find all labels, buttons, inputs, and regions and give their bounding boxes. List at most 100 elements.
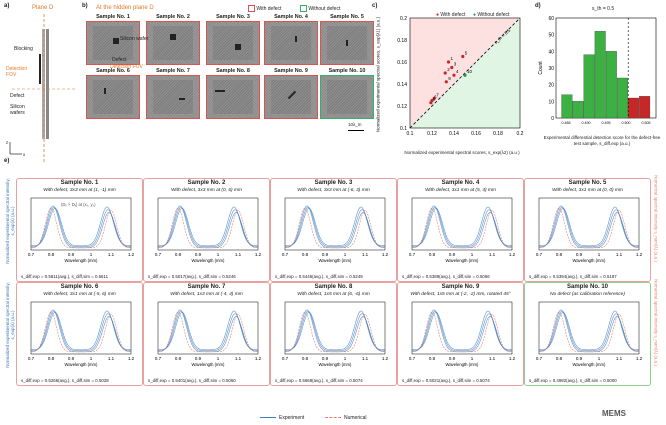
scatter-point-1 bbox=[446, 60, 451, 64]
detection-fov-label: Detection FOV bbox=[6, 66, 28, 78]
experiment-curve bbox=[31, 310, 131, 352]
experiment-curve bbox=[30, 310, 132, 351]
x-tick-label: 0.7 bbox=[155, 356, 162, 361]
experiment-curve bbox=[538, 205, 640, 249]
spectrum-desc: With defect, 3x3 mm at (1, -1) mm bbox=[43, 188, 116, 193]
sample-tile-3: Sample No. 3 bbox=[206, 14, 260, 65]
e-ylabel-left-row2: Normalized experimental spectral intensi… bbox=[5, 282, 15, 368]
experiment-curve bbox=[284, 309, 386, 353]
x-tick-label: 1.1 bbox=[108, 252, 115, 257]
hist-bar-7 bbox=[639, 96, 651, 119]
experiment-curve bbox=[284, 206, 386, 247]
numerical-curve bbox=[157, 207, 258, 249]
y-tick-label: 0.16 bbox=[397, 60, 407, 66]
spectrum-scores: s_diff,exp = 0.5394(avg.), s_diff,sim = … bbox=[529, 274, 617, 279]
spectrum-panel-4: Sample No. 4 With defect, 3x1 mm at (5, 4… bbox=[397, 178, 524, 282]
x-tick-label: 0.8 bbox=[175, 356, 182, 361]
scatter-point-8 bbox=[429, 101, 433, 105]
x-axis-label: Wavelength (mm) bbox=[319, 362, 352, 367]
x-tick-label: 1.2 bbox=[382, 252, 389, 257]
scatter-point-label: 6 bbox=[434, 95, 437, 100]
y-tick-label: 0.12 bbox=[397, 104, 407, 110]
experiment-curve bbox=[285, 206, 385, 248]
x-tick-label: 1.2 bbox=[636, 356, 643, 361]
spectrum-panel-5: Sample No. 5 With defect, 3x1 mm at (0, 0… bbox=[524, 178, 651, 282]
hist-bar-4 bbox=[605, 51, 617, 119]
experiment-curve bbox=[411, 310, 513, 351]
x-axis-label: Wavelength (mm) bbox=[65, 258, 98, 263]
x-tick-label: 0.9 bbox=[195, 252, 202, 257]
hist-y-tick: 60 bbox=[548, 16, 554, 22]
scatter-point-label: 2 bbox=[447, 67, 450, 72]
spectrum-panel-3: Sample No. 3 With defect, 3x3 mm at (-6, … bbox=[270, 178, 397, 282]
sample-tile-8: Sample No. 8 bbox=[206, 68, 260, 119]
spectrum-scores: s_diff,exp = 0.5446(avg.), s_diff,sim = … bbox=[275, 274, 363, 279]
experiment-curve bbox=[158, 206, 258, 248]
numerical-curve bbox=[538, 207, 639, 249]
x-tick-label: 0.8 bbox=[48, 252, 55, 257]
x-tick-label: 1 bbox=[90, 356, 93, 361]
x-tick-label: 1.2 bbox=[509, 252, 516, 257]
numerical-curve bbox=[538, 311, 639, 353]
spectrum-title: Sample No. 4 bbox=[441, 180, 480, 186]
x-tick-label: 0.8 bbox=[175, 252, 182, 257]
plot-frame bbox=[284, 301, 386, 355]
hist-y-tick: 40 bbox=[548, 49, 554, 55]
scatter-point-label: 9 bbox=[448, 76, 451, 81]
x-tick-label: 1.2 bbox=[255, 356, 262, 361]
x-tick-label: 1.1 bbox=[616, 252, 623, 257]
spectrum-plot: 0.7 0.8 0.9 1 1.1 1.2 Wavelength (mm) bbox=[155, 197, 262, 263]
panel-a-label: a) bbox=[4, 3, 10, 9]
hist-xlabel: Experimental differential detection scor… bbox=[543, 135, 661, 146]
spectrum-plot: 0.7 0.8 0.9 1 1.1 1.2 Wavelength (mm) bbox=[28, 301, 135, 367]
sample-tile-6: Sample No. 6 bbox=[86, 68, 140, 119]
x-tick-label: 1.1 bbox=[489, 356, 496, 361]
axis-z: z bbox=[6, 140, 9, 145]
x-tick-label: 0.9 bbox=[322, 356, 329, 361]
y-tick-label: 0.2 bbox=[400, 16, 407, 22]
hist-x-tick: 0.490 bbox=[582, 121, 591, 125]
spectrum-scores: s_diff,exp = 0.4982(avg.), s_diff,sim = … bbox=[529, 378, 617, 383]
scatter-point-2 bbox=[443, 71, 447, 75]
spectrum-plot: 0.7 0.8 0.9 1 1.1 1.2 Wavelength (mm) bbox=[536, 301, 643, 367]
spectrum-panel-1: Sample No. 1 With defect, 3x3 mm at (1, -… bbox=[16, 178, 143, 282]
x-tick-label: 1.2 bbox=[382, 356, 389, 361]
experiment-curve bbox=[538, 309, 640, 353]
panel-e-label: e) bbox=[4, 158, 10, 164]
scatter-point-label: 3 bbox=[454, 62, 457, 67]
y-tick-label: 0.18 bbox=[397, 38, 407, 44]
watermark: MEMS bbox=[602, 409, 626, 418]
spectrum-panel-10: Sample No. 10 No defect (as calibration r… bbox=[524, 282, 651, 386]
scatter-point-4 bbox=[452, 73, 456, 77]
x-tick-label: 0.7 bbox=[536, 356, 543, 361]
scatter-point-label: 4 bbox=[456, 69, 459, 74]
sample-tile-2: Sample No. 2 bbox=[146, 14, 200, 65]
spectrum-panel-7: Sample No. 7 With defect, 1x3 mm at (-4, … bbox=[143, 282, 270, 386]
x-axis-label: Wavelength (mm) bbox=[446, 258, 479, 263]
x-tick-label: 1 bbox=[344, 252, 347, 257]
hist-y-tick: 30 bbox=[548, 66, 554, 72]
experiment-curve bbox=[31, 206, 131, 248]
scatter-legend-defect: ● With defect bbox=[436, 12, 466, 18]
hist-y-tick: 0 bbox=[551, 116, 554, 122]
hist-y-tick: 50 bbox=[548, 33, 554, 39]
defect-callout: Defect bbox=[112, 57, 127, 63]
spectrum-title: Sample No. 6 bbox=[60, 284, 99, 290]
e-ylabel-right-row2: Numerical spectral intensity s_num(λ) (a… bbox=[653, 279, 659, 366]
experiment-curve bbox=[411, 206, 513, 247]
scatter-point-label: 5 bbox=[465, 51, 468, 56]
experiment-curve bbox=[539, 206, 639, 248]
panel-b-label: b) bbox=[82, 3, 88, 9]
experiment-curve bbox=[412, 206, 512, 248]
spectrum-plot: 0.7 0.8 0.9 1 1.1 1.2 Wavelength (mm) (Dₓ × Dᵧ)… bbox=[28, 197, 135, 263]
spectrum-desc: With defect, 3x1 mm at (0, 0) mm bbox=[552, 188, 623, 193]
x-tick-label: 0.8 bbox=[302, 356, 309, 361]
x-tick-label: 1 bbox=[471, 356, 474, 361]
numerical-curve bbox=[284, 311, 385, 353]
x-tick-label: 0.7 bbox=[282, 252, 289, 257]
legend-without-defect: Without defect bbox=[300, 5, 340, 12]
hist-bar-0 bbox=[561, 94, 573, 119]
spectrum-scores: s_diff,exp = 0.5401(avg.), s_diff,sim = … bbox=[148, 378, 236, 383]
hist-y-tick: 10 bbox=[548, 99, 554, 105]
plot-frame bbox=[30, 301, 132, 355]
